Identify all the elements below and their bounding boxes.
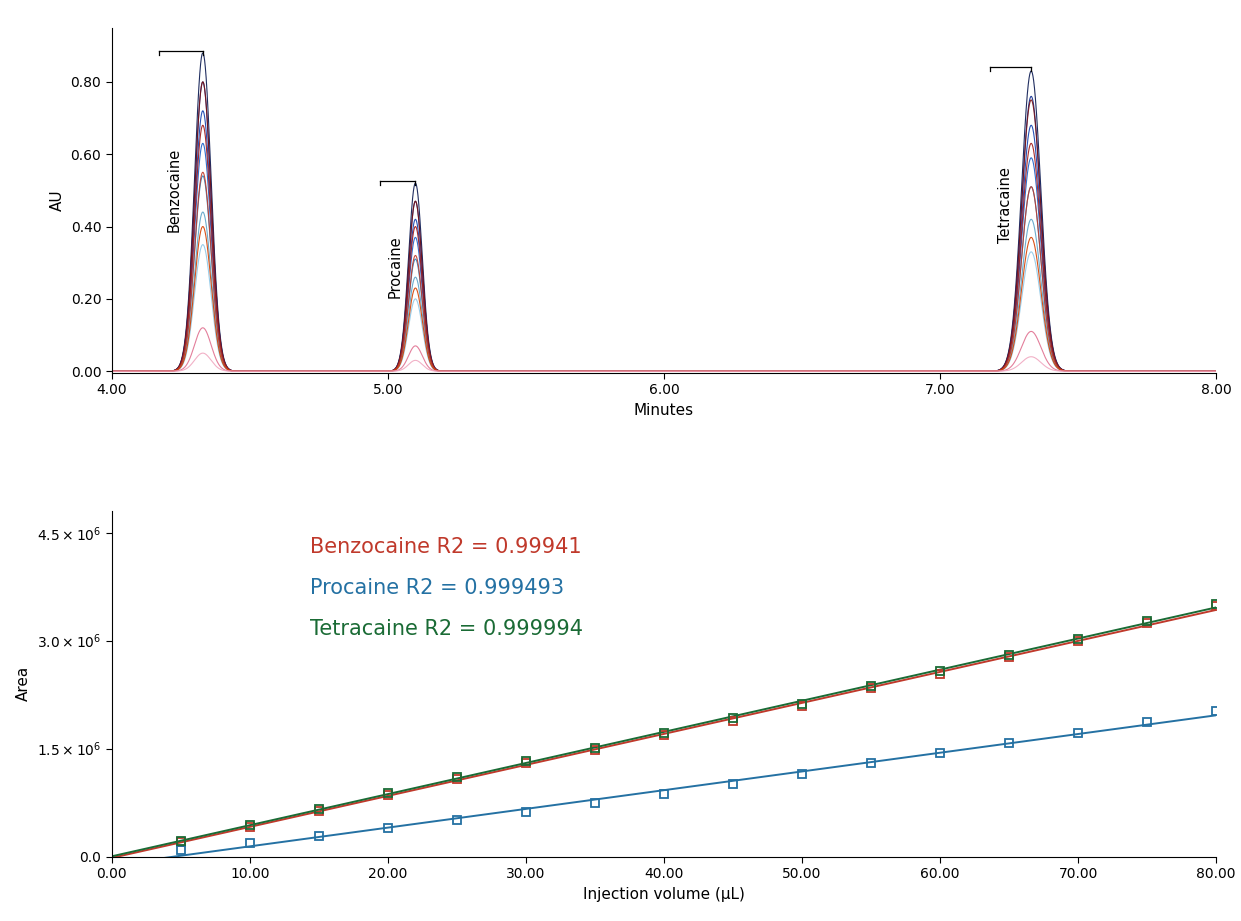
- Y-axis label: AU: AU: [50, 190, 65, 211]
- X-axis label: Minutes: Minutes: [634, 403, 694, 418]
- Text: Tetracaine R2 = 0.999994: Tetracaine R2 = 0.999994: [310, 620, 583, 639]
- Text: Benzocaine R2 = 0.99941: Benzocaine R2 = 0.99941: [310, 537, 582, 556]
- Text: Procaine R2 = 0.999493: Procaine R2 = 0.999493: [310, 578, 565, 598]
- Text: Procaine: Procaine: [387, 235, 403, 297]
- Text: Tetracaine: Tetracaine: [998, 167, 1013, 243]
- Text: Benzocaine: Benzocaine: [168, 148, 182, 232]
- X-axis label: Injection volume (µL): Injection volume (µL): [583, 887, 745, 902]
- Y-axis label: Area: Area: [16, 666, 31, 702]
